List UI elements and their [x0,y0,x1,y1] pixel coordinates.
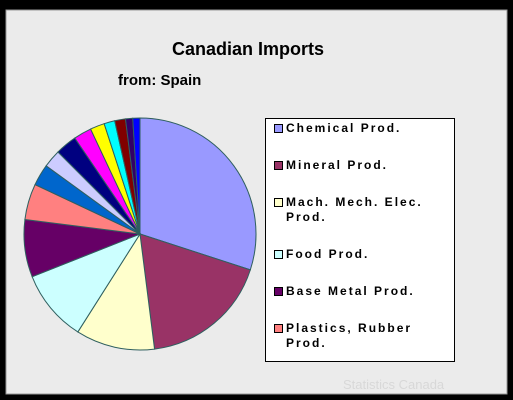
legend-label: Mineral Prod. [286,158,389,172]
legend-label: Base Metal Prod. [286,284,415,298]
legend-label: Chemical Prod. [286,121,402,135]
legend-swatch [274,250,283,259]
legend-swatch [274,198,283,207]
legend: Chemical Prod. Mineral Prod. Mach. Mech. E… [265,118,455,362]
pie-slice [77,232,156,351]
watermark: Statistics Canada [343,377,445,392]
legend-swatch [274,324,283,333]
legend-entry: Mineral Prod. [274,158,448,173]
legend-label: Plastics, Rubber Prod. [286,321,413,350]
pie-slice [139,233,251,350]
legend-swatch [274,124,283,133]
legend-entry: Chemical Prod. [274,121,448,136]
pie-slice [139,117,257,271]
legend-swatch [274,287,283,296]
legend-entry: Plastics, Rubber Prod. [274,321,448,351]
legend-label: Mach. Mech. Elec. Prod. [286,195,423,224]
legend-entry: Food Prod. [274,247,448,262]
pie-slice [132,117,141,235]
chart-title: Canadian Imports [172,39,324,59]
chart-subtitle: from: Spain [118,72,201,89]
legend-entry: Mach. Mech. Elec. Prod. [274,195,448,225]
legend-label: Food Prod. [286,247,370,261]
legend-swatch [274,161,283,170]
legend-entry: Base Metal Prod. [274,284,448,299]
pie-slice [31,232,142,333]
